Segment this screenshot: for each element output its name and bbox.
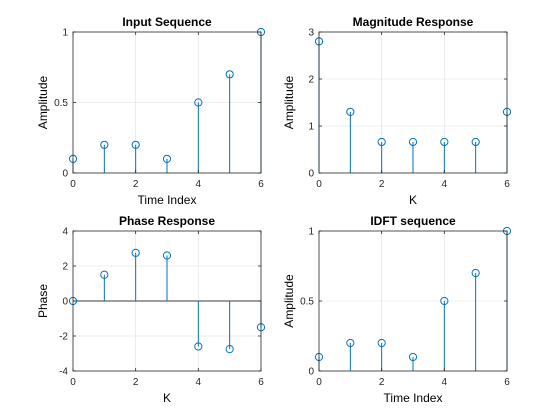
- y-tick-label: 1: [62, 28, 68, 39]
- data-point: [162, 154, 172, 163]
- x-tick-label: 0: [70, 179, 76, 190]
- y-tick-label: 0: [62, 169, 68, 180]
- x-tick-label: 6: [504, 377, 510, 388]
- data-point: [440, 296, 449, 306]
- y-tick-label: 0: [308, 367, 314, 378]
- x-tick-label: 2: [379, 377, 385, 388]
- y-axis-label: Amplitude: [36, 76, 50, 130]
- data-point: [194, 342, 203, 351]
- chart-title: IDFT sequence: [370, 214, 456, 228]
- data-point: [131, 140, 140, 149]
- data-point: [100, 140, 109, 149]
- y-tick-label: 4: [62, 227, 68, 238]
- x-tick-label: 0: [316, 377, 322, 388]
- chart-panel-1: 0 2 4 6 0 0.5 1 Input Sequence Time Index Amplitu…: [36, 15, 266, 207]
- data-point: [408, 352, 418, 362]
- chart-panel-3: 0 2 4 6 -4 -2 0 2 4 Phase Response K Phase: [36, 214, 266, 405]
- y-tick-label: 0: [62, 297, 68, 308]
- data-point: [194, 98, 203, 107]
- y-tick-label: 2: [308, 75, 314, 86]
- x-tick-label: 6: [258, 179, 264, 190]
- chart-panel-2: 0 2 4 6 0 1 2 3 Magnitude Response K Amplitude: [282, 15, 512, 207]
- x-tick-label: 6: [504, 179, 510, 190]
- x-axis-label: K: [409, 193, 417, 207]
- x-tick-label: 4: [442, 179, 448, 190]
- chart-panel-4: 0 2 4 6 0 0.5 1 IDFT sequence Time Index Amplitud…: [282, 214, 512, 405]
- x-tick-label: 4: [196, 377, 202, 388]
- y-tick-label: -4: [59, 367, 68, 378]
- data-point: [346, 338, 355, 348]
- y-tick-label: 1: [308, 122, 314, 133]
- data-point: [225, 345, 234, 354]
- data-point: [225, 70, 234, 79]
- y-axis-label: Amplitude: [282, 274, 296, 328]
- data-point: [471, 268, 480, 278]
- x-tick-label: 2: [133, 179, 139, 190]
- axes-frame: [318, 31, 508, 174]
- y-axis-label: Amplitude: [282, 76, 296, 130]
- data-point: [471, 137, 480, 147]
- x-tick-label: 0: [70, 377, 76, 388]
- data-point: [346, 107, 355, 117]
- data-point: [408, 137, 418, 147]
- x-tick-label: 0: [316, 179, 322, 190]
- y-tick-label: 0.5: [300, 297, 314, 308]
- y-tick-label: -2: [59, 332, 68, 343]
- chart-title: Phase Response: [119, 214, 215, 228]
- y-tick-label: 0: [308, 169, 314, 180]
- data-point: [440, 137, 449, 147]
- chart-title: Input Sequence: [122, 15, 212, 29]
- data-point: [162, 251, 172, 260]
- x-tick-label: 6: [258, 377, 264, 388]
- y-tick-label: 0.5: [54, 98, 68, 109]
- data-point: [377, 338, 386, 348]
- x-tick-label: 4: [196, 179, 202, 190]
- y-tick-label: 3: [308, 28, 314, 39]
- x-tick-label: 2: [133, 377, 139, 388]
- data-point: [131, 248, 140, 257]
- y-tick-label: 1: [308, 227, 314, 238]
- y-tick-label: 2: [62, 262, 68, 273]
- data-point: [100, 270, 109, 279]
- y-axis-label: Phase: [36, 284, 50, 318]
- x-tick-label: 2: [379, 179, 385, 190]
- chart-title: Magnitude Response: [353, 15, 474, 29]
- x-axis-label: Time Index: [384, 391, 443, 405]
- data-point: [377, 137, 386, 147]
- x-tick-label: 4: [442, 377, 448, 388]
- x-axis-label: K: [163, 391, 171, 405]
- x-axis-label: Time Index: [138, 193, 197, 207]
